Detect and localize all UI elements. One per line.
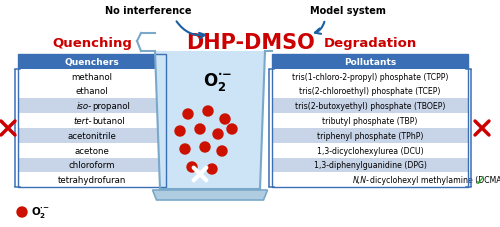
FancyBboxPatch shape: [272, 143, 468, 158]
Text: acetonitrile: acetonitrile: [68, 131, 116, 140]
Text: Model system: Model system: [310, 6, 386, 16]
Circle shape: [207, 164, 217, 174]
FancyBboxPatch shape: [272, 99, 468, 114]
Circle shape: [220, 114, 230, 124]
Text: tris(1-chloro-2-propyl) phosphate (TCPP): tris(1-chloro-2-propyl) phosphate (TCPP): [292, 72, 448, 81]
Text: tert-: tert-: [74, 117, 92, 126]
Text: 1,3-dicyclohexylurea (DCU): 1,3-dicyclohexylurea (DCU): [316, 146, 424, 155]
FancyBboxPatch shape: [18, 158, 166, 173]
FancyBboxPatch shape: [272, 128, 468, 143]
Circle shape: [200, 142, 210, 152]
Text: ethanol: ethanol: [76, 87, 108, 96]
Circle shape: [195, 124, 205, 134]
Text: dicyclohexyl methylamine (DCMA): dicyclohexyl methylamine (DCMA): [370, 175, 500, 185]
Text: N,N-: N,N-: [353, 175, 370, 185]
FancyBboxPatch shape: [272, 69, 468, 84]
Text: triphenyl phosphate (TPhP): triphenyl phosphate (TPhP): [317, 131, 423, 140]
Text: propanol: propanol: [92, 102, 130, 111]
Circle shape: [213, 129, 223, 139]
FancyBboxPatch shape: [272, 158, 468, 173]
Text: Degradation: Degradation: [324, 37, 416, 50]
Text: Quenching: Quenching: [52, 37, 132, 50]
FancyBboxPatch shape: [18, 84, 166, 99]
FancyBboxPatch shape: [18, 143, 166, 158]
Circle shape: [175, 126, 185, 136]
Circle shape: [17, 207, 27, 217]
Text: Quenchers: Quenchers: [64, 58, 120, 67]
Text: chloroform: chloroform: [69, 161, 115, 170]
FancyBboxPatch shape: [272, 173, 468, 187]
FancyBboxPatch shape: [272, 84, 468, 99]
Text: tris(2-chloroethyl) phosphate (TCEP): tris(2-chloroethyl) phosphate (TCEP): [300, 87, 440, 96]
Text: Pollutants: Pollutants: [344, 58, 396, 67]
FancyBboxPatch shape: [18, 128, 166, 143]
FancyBboxPatch shape: [18, 99, 166, 114]
FancyBboxPatch shape: [272, 55, 468, 69]
Text: methanol: methanol: [72, 72, 112, 81]
Text: iso-: iso-: [77, 102, 92, 111]
Polygon shape: [155, 52, 265, 189]
Text: acetone: acetone: [74, 146, 110, 155]
Text: tributyl phosphate (TBP): tributyl phosphate (TBP): [322, 117, 418, 126]
Polygon shape: [152, 190, 268, 200]
Text: butanol: butanol: [92, 117, 125, 126]
Circle shape: [203, 106, 213, 116]
Text: tetrahydrofuran: tetrahydrofuran: [58, 175, 126, 185]
Circle shape: [180, 144, 190, 154]
Text: $\mathbf{O_2^{\bullet{-}}}$: $\mathbf{O_2^{\bullet{-}}}$: [31, 205, 50, 220]
Text: $\mathbf{O_2^{\bullet{-}}}$: $\mathbf{O_2^{\bullet{-}}}$: [204, 71, 233, 93]
FancyBboxPatch shape: [18, 69, 166, 84]
FancyBboxPatch shape: [18, 55, 166, 69]
Circle shape: [217, 146, 227, 156]
Text: tris(2-butoxyethyl) phosphate (TBOEP): tris(2-butoxyethyl) phosphate (TBOEP): [295, 102, 445, 111]
Text: ✓: ✓: [475, 173, 487, 187]
Circle shape: [227, 124, 237, 134]
Circle shape: [183, 109, 193, 119]
FancyBboxPatch shape: [18, 173, 166, 187]
Text: DHP-DMSO: DHP-DMSO: [186, 33, 314, 53]
FancyBboxPatch shape: [18, 114, 166, 128]
FancyBboxPatch shape: [272, 114, 468, 128]
Circle shape: [187, 162, 197, 172]
Text: 1,3-diphenylguanidine (DPG): 1,3-diphenylguanidine (DPG): [314, 161, 426, 170]
Text: No interference: No interference: [105, 6, 191, 16]
